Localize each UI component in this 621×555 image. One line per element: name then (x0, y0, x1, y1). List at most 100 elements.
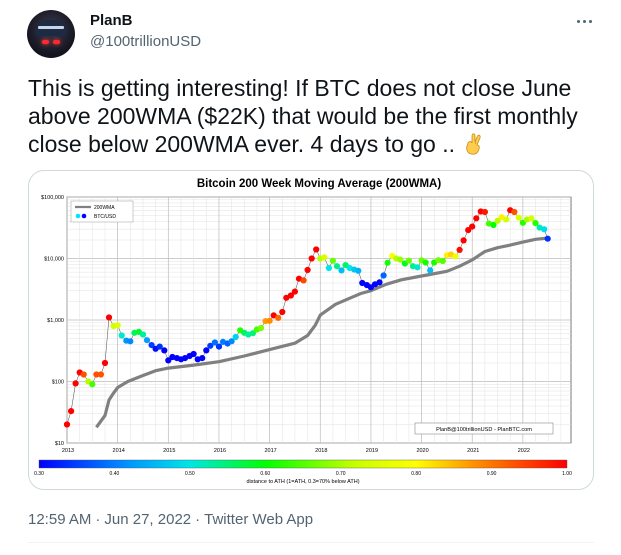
btc-data-point (207, 342, 214, 349)
btc-data-point (498, 214, 505, 221)
btc-data-point (105, 314, 113, 321)
dot-icon (589, 20, 592, 23)
btc-data-point (97, 371, 104, 378)
tweet-text: This is getting interesting! If BTC does… (28, 74, 598, 158)
btc-data-point (118, 332, 125, 339)
btc-data-point (481, 208, 488, 216)
x-tick-label: 2016 (214, 448, 226, 454)
btc-data-point (72, 380, 79, 387)
colorbar-tick-label: 0.90 (487, 471, 497, 477)
y-tick-label: $10 (55, 441, 64, 447)
btc-data-point (503, 216, 510, 223)
author-name[interactable]: PlanB (90, 12, 133, 29)
btc-data-point (515, 214, 522, 221)
x-tick-label: 2019 (366, 448, 378, 454)
tweet-metadata: 12:59 AM · Jun 27, 2022 · Twitter Web App (28, 511, 313, 528)
btc-data-point (355, 267, 362, 274)
btc-data-point (283, 294, 290, 301)
btc-data-point (304, 266, 311, 274)
btc-data-point (321, 254, 328, 261)
btc-data-point (249, 330, 256, 337)
credit-text: PlanB@100trillionUSD - PlanBTC.com (436, 427, 532, 433)
btc-data-point (333, 263, 341, 270)
colorbar-tick-label: 0.70 (336, 471, 346, 477)
btc-data-point (165, 357, 172, 364)
colorbar-label: distance to ATH (1=ATH, 0.3=70% below AT… (246, 479, 359, 485)
series-200wma-line (95, 236, 548, 429)
laser-eye-icon (53, 40, 60, 44)
btc-data-point (528, 215, 535, 222)
separator-dot: · (95, 511, 101, 528)
chart-title: Bitcoin 200 Week Moving Average (200WMA) (197, 178, 442, 190)
btc-data-point (313, 246, 320, 253)
crossed-fingers-icon (466, 133, 481, 155)
btc-data-point (544, 235, 551, 242)
colorbar-tick-label: 1.00 (562, 471, 572, 477)
btc-data-point (439, 257, 446, 265)
btc-data-point (376, 279, 383, 286)
btc-data-point (427, 267, 434, 274)
btc-data-point (380, 272, 387, 279)
btc-data-point (494, 217, 501, 224)
tweet-text-line: above 200WMA ($22K) that would be the fi… (28, 103, 578, 129)
cap-text-decoration (38, 26, 64, 29)
x-tick-label: 2015 (163, 448, 175, 454)
btc-data-point (275, 314, 282, 321)
colorbar-tick-label: 0.60 (260, 471, 270, 477)
btc-data-point (127, 338, 134, 345)
x-tick-label: 2022 (518, 448, 530, 454)
btc-data-point (308, 255, 315, 262)
btc-data-point (291, 288, 298, 295)
btc-data-point (156, 343, 163, 350)
btc-data-point (456, 246, 463, 253)
btc-data-point (211, 339, 218, 346)
legend-btc-swatch (75, 213, 81, 219)
btc-data-point (300, 277, 307, 284)
btc-data-point (422, 259, 429, 266)
btc-data-point (232, 333, 239, 341)
btc-data-point (139, 331, 147, 338)
y-tick-label: $100 (52, 380, 64, 386)
dot-icon (583, 20, 586, 23)
btc-data-point (287, 292, 294, 299)
btc-data-point (148, 342, 155, 349)
x-tick-label: 2021 (467, 448, 479, 454)
colorbar (38, 459, 568, 469)
colorbar-tick-label: 0.50 (185, 471, 195, 477)
btc-data-point (405, 257, 412, 264)
avatar[interactable] (27, 10, 75, 58)
btc-data-point (384, 259, 391, 266)
more-options-button[interactable] (574, 12, 596, 30)
btc-data-point (279, 308, 286, 316)
btc-data-point (93, 371, 100, 378)
btc-data-point (460, 237, 467, 244)
colorbar-tick-label: 0.40 (110, 471, 120, 477)
btc-data-point (511, 208, 518, 216)
btc-data-point (266, 317, 273, 324)
tweet-time[interactable]: 12:59 AM (28, 511, 92, 528)
btc-data-point (190, 350, 197, 358)
btc-data-point (490, 221, 497, 229)
tweet-source[interactable]: Twitter Web App (204, 511, 314, 528)
btc-data-point (215, 343, 223, 350)
tweet-date[interactable]: Jun 27, 2022 (104, 511, 192, 528)
btc-data-point (452, 253, 459, 260)
legend-200wma-label: 200WMA (94, 205, 115, 211)
btc-data-point (143, 337, 151, 344)
btc-data-point (338, 267, 345, 274)
legend-btc-label: BTC/USD (94, 214, 116, 220)
x-tick-label: 2020 (416, 448, 428, 454)
btc-data-point (80, 371, 87, 378)
btc-data-point (199, 355, 206, 362)
chart-image[interactable]: Bitcoin 200 Week Moving Average (200WMA)… (28, 170, 594, 490)
x-tick-label: 2018 (315, 448, 327, 454)
btc-data-point (101, 359, 109, 367)
btc-data-point (325, 264, 332, 272)
btc-data-point (68, 408, 75, 415)
btc-data-point (257, 324, 265, 332)
btc-data-point (329, 257, 336, 264)
author-handle[interactable]: @100trillionUSD (90, 33, 202, 50)
y-tick-label: $1,000 (47, 318, 64, 324)
btc-data-point (397, 256, 404, 263)
